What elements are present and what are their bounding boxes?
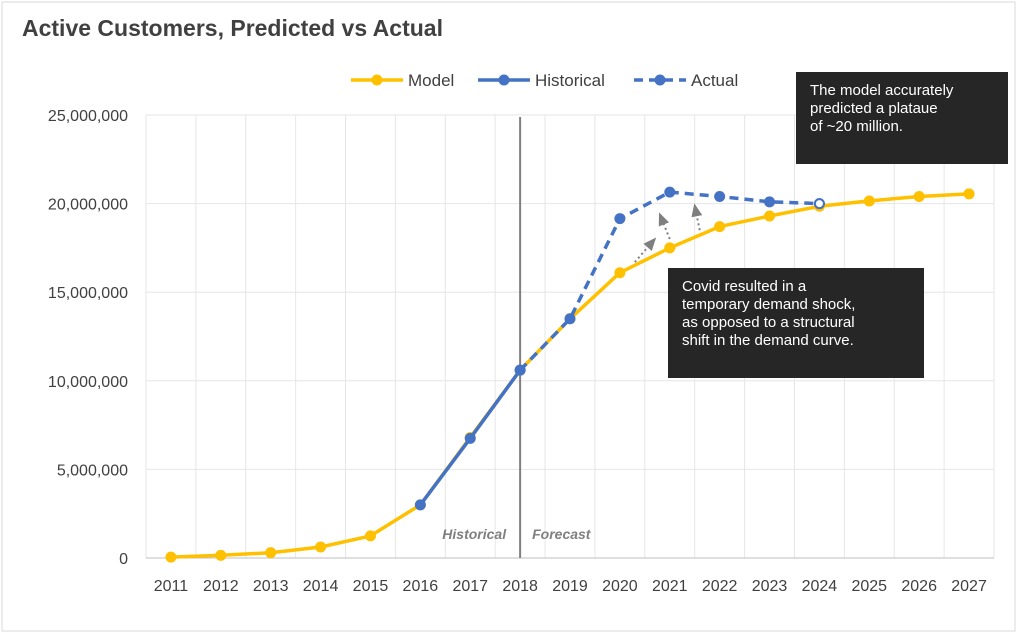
data-point-model	[664, 242, 676, 254]
x-tick-label: 2024	[802, 578, 838, 595]
y-tick-label: 25,000,000	[48, 108, 128, 125]
y-tick-label: 5,000,000	[57, 462, 128, 479]
data-point-actual-last	[813, 198, 825, 210]
data-point-historical	[464, 432, 476, 444]
data-point-actual	[764, 196, 776, 208]
x-tick-label: 2018	[502, 578, 538, 595]
data-point-actual	[614, 213, 626, 225]
legend-marker-actual	[654, 74, 666, 86]
covid-shock-arrowhead	[658, 212, 669, 227]
data-point-model	[265, 547, 277, 559]
covid-shock-arrowhead	[643, 237, 657, 251]
data-point-actual	[664, 186, 676, 198]
y-tick-label: 20,000,000	[48, 197, 128, 214]
x-tick-label: 2014	[303, 578, 339, 595]
x-tick-label: 2013	[253, 578, 289, 595]
x-tick-label: 2022	[702, 578, 738, 595]
region-label-forecast: Forecast	[532, 526, 592, 542]
x-tick-label: 2015	[353, 578, 389, 595]
data-point-actual	[564, 313, 576, 325]
chart-title: Active Customers, Predicted vs Actual	[22, 15, 443, 41]
legend-label-model: Model	[408, 71, 454, 90]
x-tick-label: 2012	[203, 578, 239, 595]
legend-marker-historical	[498, 74, 510, 86]
legend-label-historical: Historical	[535, 71, 605, 90]
data-point-historical	[414, 499, 426, 511]
y-tick-label: 0	[119, 551, 128, 568]
data-point-model	[863, 195, 875, 207]
data-point-model	[913, 191, 925, 203]
legend-label-actual: Actual	[691, 71, 738, 90]
x-tick-label: 2019	[552, 578, 588, 595]
annotation-model-plateau: The model accurately predicted a plataue…	[796, 72, 1008, 164]
x-tick-label: 2027	[951, 578, 987, 595]
x-tick-label: 2016	[403, 578, 439, 595]
y-tick-label: 15,000,000	[48, 285, 128, 302]
data-point-model	[315, 541, 327, 553]
x-tick-label: 2025	[851, 578, 887, 595]
legend-marker-model	[371, 74, 383, 86]
annotation-covid-shock: Covid resulted in a temporary demand sho…	[668, 268, 924, 378]
x-tick-label: 2011	[154, 578, 189, 595]
y-tick-label: 10,000,000	[48, 374, 128, 391]
data-point-model	[963, 188, 975, 200]
x-tick-label: 2026	[901, 578, 937, 595]
covid-shock-arrowhead	[691, 203, 703, 218]
data-point-model	[714, 221, 726, 233]
x-tick-label: 2023	[752, 578, 788, 595]
x-tick-label: 2017	[452, 578, 488, 595]
data-point-model	[165, 551, 177, 563]
region-label-historical: Historical	[442, 526, 507, 542]
x-tick-label: 2021	[652, 578, 688, 595]
data-point-actual	[714, 191, 726, 203]
data-point-model	[215, 549, 227, 561]
data-point-model	[764, 210, 776, 222]
x-tick-label: 2020	[602, 578, 638, 595]
data-point-model	[614, 267, 626, 279]
data-point-model	[364, 530, 376, 542]
data-point-actual	[514, 364, 526, 376]
